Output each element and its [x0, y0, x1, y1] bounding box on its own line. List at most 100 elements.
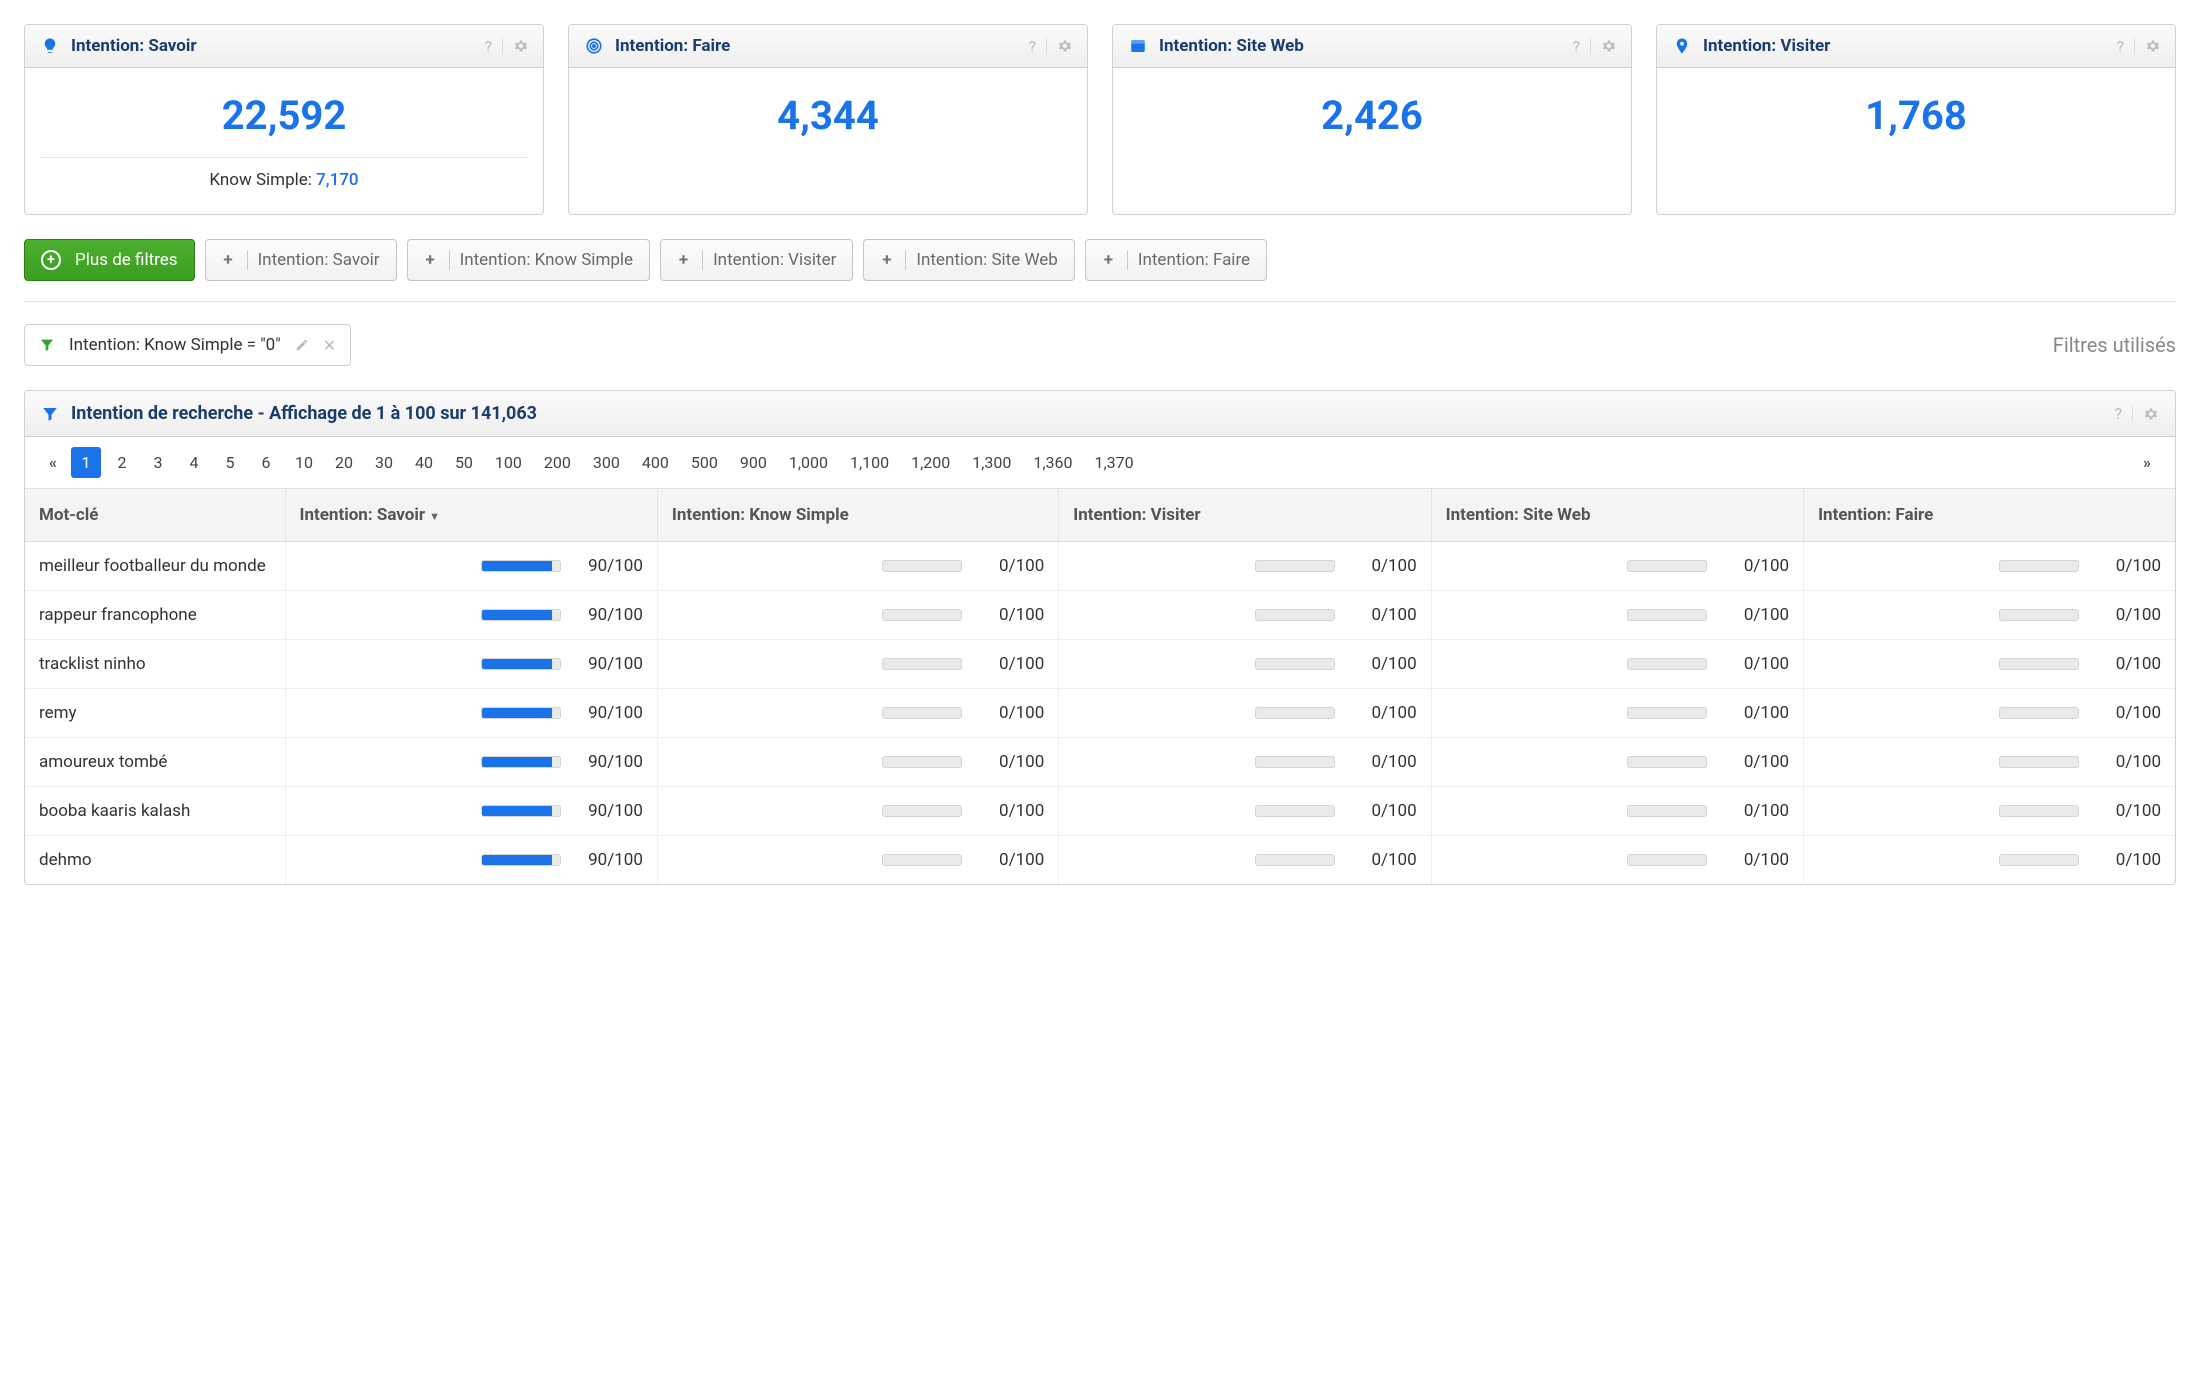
- page-first-button[interactable]: «: [41, 447, 65, 478]
- page-button[interactable]: 1,100: [842, 447, 897, 478]
- close-icon[interactable]: ✕: [323, 336, 336, 355]
- page-button[interactable]: 1,000: [781, 447, 836, 478]
- column-header[interactable]: Mot-clé: [25, 489, 285, 542]
- filter-button[interactable]: +Intention: Know Simple: [407, 239, 650, 281]
- score-bar: [1999, 756, 2079, 768]
- card-faire: Intention: Faire ? 4,344: [568, 24, 1088, 215]
- score-text: 0/100: [1347, 850, 1417, 870]
- score-bar: [481, 658, 561, 670]
- help-icon[interactable]: ?: [2114, 404, 2122, 423]
- page-last-button[interactable]: »: [2135, 447, 2159, 478]
- score-bar: [1627, 707, 1707, 719]
- button-label: Plus de filtres: [75, 250, 178, 270]
- plus-circle-icon: +: [41, 250, 61, 270]
- page-button[interactable]: 500: [683, 447, 726, 478]
- help-icon[interactable]: ?: [2116, 37, 2124, 56]
- score-bar: [1627, 658, 1707, 670]
- keyword-cell: booba kaaris kalash: [25, 787, 285, 836]
- score-bar: [1627, 805, 1707, 817]
- score-cell: 90/100: [285, 738, 657, 787]
- score-cell: 90/100: [285, 836, 657, 885]
- score-text: 0/100: [974, 556, 1044, 576]
- page-button[interactable]: 30: [367, 447, 401, 478]
- page-button[interactable]: 40: [407, 447, 441, 478]
- column-header[interactable]: Intention: Visiter: [1059, 489, 1431, 542]
- plus-icon: +: [880, 250, 906, 270]
- page-button[interactable]: 1,200: [903, 447, 958, 478]
- score-cell: 0/100: [1059, 640, 1431, 689]
- pagination: « 12345610203040501002003004005009001,00…: [25, 437, 2175, 489]
- card-body: 2,426: [1113, 68, 1631, 163]
- score-bar: [1999, 707, 2079, 719]
- page-button[interactable]: 900: [732, 447, 775, 478]
- page-button[interactable]: 2: [107, 447, 137, 478]
- score-cell: 0/100: [1804, 836, 2175, 885]
- table-row: dehmo90/1000/1000/1000/1000/100: [25, 836, 2175, 885]
- button-label: Intention: Know Simple: [460, 250, 633, 270]
- table-row: remy90/1000/1000/1000/1000/100: [25, 689, 2175, 738]
- score-bar: [882, 805, 962, 817]
- more-filters-button[interactable]: + Plus de filtres: [24, 239, 195, 281]
- column-header[interactable]: Intention: Site Web: [1431, 489, 1803, 542]
- column-header[interactable]: Intention: Know Simple: [657, 489, 1058, 542]
- score-text: 0/100: [2091, 703, 2161, 723]
- page-button[interactable]: 5: [215, 447, 245, 478]
- score-bar: [1999, 658, 2079, 670]
- filter-button[interactable]: +Intention: Visiter: [660, 239, 853, 281]
- score-text: 0/100: [1347, 801, 1417, 821]
- column-header[interactable]: Intention: Savoir▼: [285, 489, 657, 542]
- help-icon[interactable]: ?: [484, 37, 492, 56]
- score-text: 0/100: [974, 801, 1044, 821]
- page-button[interactable]: 200: [536, 447, 579, 478]
- help-icon[interactable]: ?: [1572, 37, 1580, 56]
- score-text: 0/100: [2091, 605, 2161, 625]
- page-button[interactable]: 10: [287, 447, 321, 478]
- score-cell: 0/100: [1804, 787, 2175, 836]
- gear-icon[interactable]: [1601, 38, 1617, 54]
- gear-icon[interactable]: [2143, 406, 2159, 422]
- score-cell: 0/100: [657, 591, 1058, 640]
- score-text: 0/100: [1719, 752, 1789, 772]
- page-button[interactable]: 100: [487, 447, 530, 478]
- gear-icon[interactable]: [513, 38, 529, 54]
- keyword-cell: rappeur francophone: [25, 591, 285, 640]
- score-cell: 0/100: [1804, 689, 2175, 738]
- page-button[interactable]: 400: [634, 447, 677, 478]
- keyword-cell: dehmo: [25, 836, 285, 885]
- score-text: 0/100: [1347, 703, 1417, 723]
- column-header[interactable]: Intention: Faire: [1804, 489, 2175, 542]
- pencil-icon[interactable]: [295, 338, 309, 352]
- page-button[interactable]: 6: [251, 447, 281, 478]
- gear-icon[interactable]: [1057, 38, 1073, 54]
- page-button[interactable]: 50: [447, 447, 481, 478]
- divider: [1046, 38, 1047, 54]
- funnel-icon: [39, 337, 55, 353]
- page-button[interactable]: 20: [327, 447, 361, 478]
- score-text: 90/100: [573, 801, 643, 821]
- score-text: 0/100: [2091, 801, 2161, 821]
- page-button[interactable]: 1,300: [964, 447, 1019, 478]
- page-button[interactable]: 1,370: [1086, 447, 1141, 478]
- page-button[interactable]: 1,360: [1025, 447, 1080, 478]
- gear-icon[interactable]: [2145, 38, 2161, 54]
- filter-button[interactable]: +Intention: Savoir: [205, 239, 397, 281]
- score-bar: [882, 854, 962, 866]
- page-button[interactable]: 300: [585, 447, 628, 478]
- score-text: 0/100: [1347, 752, 1417, 772]
- filter-button[interactable]: + Intention: Site Web: [863, 239, 1075, 281]
- score-text: 90/100: [573, 703, 643, 723]
- score-bar: [882, 707, 962, 719]
- help-icon[interactable]: ?: [1028, 37, 1036, 56]
- page-button[interactable]: 4: [179, 447, 209, 478]
- card-title: Intention: Visiter: [1703, 36, 1830, 56]
- results-table: Mot-cléIntention: Savoir▼Intention: Know…: [25, 489, 2175, 884]
- card-value: 1,768: [1673, 92, 2159, 139]
- filter-button[interactable]: +Intention: Faire: [1085, 239, 1267, 281]
- page-button[interactable]: 3: [143, 447, 173, 478]
- table-row: rappeur francophone90/1000/1000/1000/100…: [25, 591, 2175, 640]
- page-button[interactable]: 1: [71, 447, 101, 478]
- score-bar: [882, 560, 962, 572]
- score-text: 0/100: [2091, 654, 2161, 674]
- button-label: Intention: Site Web: [916, 250, 1058, 270]
- score-text: 0/100: [2091, 556, 2161, 576]
